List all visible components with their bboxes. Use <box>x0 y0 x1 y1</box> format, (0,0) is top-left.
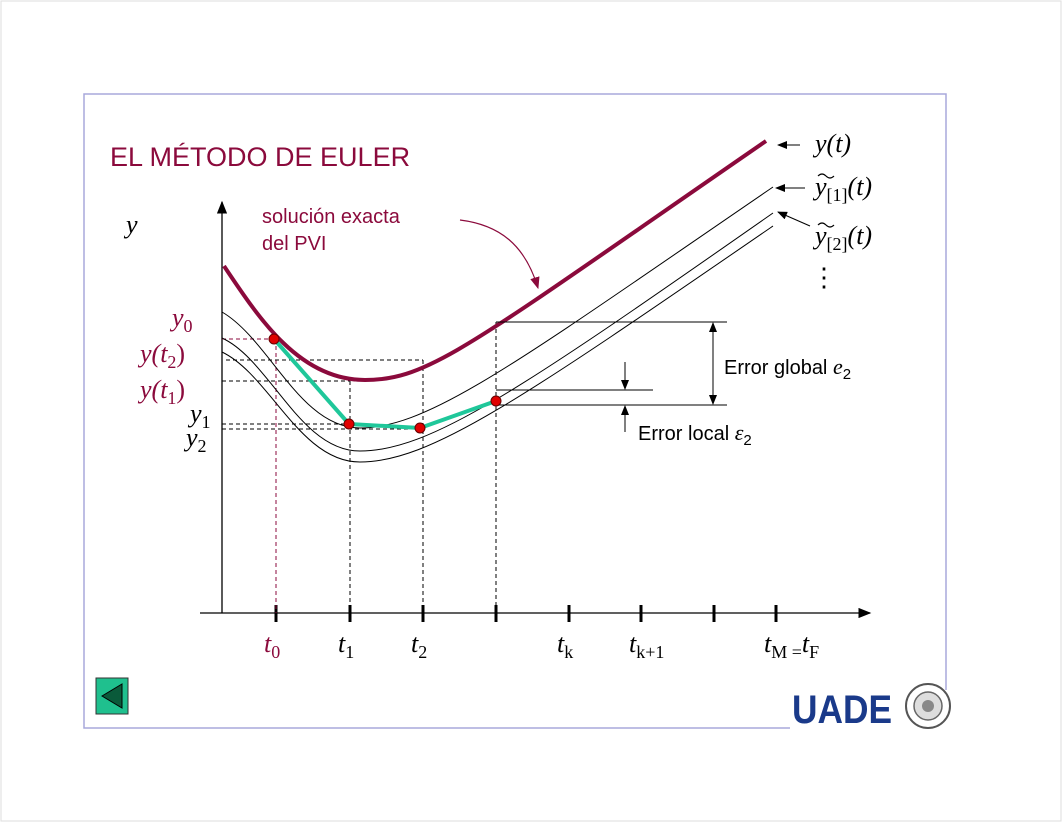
annotation-line-1: solución exacta <box>262 206 401 228</box>
logo-text: UADE <box>792 688 892 732</box>
y-axis-label: y <box>123 210 138 239</box>
uade-logo: UADE <box>792 683 951 732</box>
euler-points <box>268 333 502 434</box>
error-markers <box>496 321 727 432</box>
label-y1: y1 <box>187 399 211 432</box>
point-y1 <box>343 418 355 430</box>
euler-polyline <box>272 337 497 431</box>
label-approx-2: y[2](t) <box>812 221 872 254</box>
label-tm-tf: tM =tF <box>764 629 819 662</box>
label-y2: y2 <box>183 423 207 456</box>
exact-solution-curve <box>222 139 768 383</box>
label-tk: tk <box>557 629 573 662</box>
error-local-label: Error local ε2 <box>638 420 752 449</box>
label-exact: y(t) <box>812 129 851 158</box>
label-y0: y0 <box>169 303 193 336</box>
point-y3 <box>490 395 502 407</box>
tilde-marks <box>817 173 835 228</box>
slide-title: EL MÉTODO DE EULER <box>110 142 410 172</box>
annotation-arrow <box>459 219 540 290</box>
label-more: ⋮ <box>811 263 837 292</box>
approx-curve-2 <box>221 212 774 452</box>
point-y2 <box>414 422 426 434</box>
approx-curve-3 <box>221 225 774 463</box>
error-global-label: Error global e2 <box>724 354 851 383</box>
back-button[interactable] <box>95 677 129 715</box>
label-y-t2: y(t2) <box>137 339 185 372</box>
curve-label-arrows <box>775 141 811 227</box>
point-y0 <box>268 333 280 345</box>
label-approx-1: y[1](t) <box>812 172 872 205</box>
guide-lines <box>222 322 497 613</box>
label-t0: t0 <box>264 629 280 662</box>
slide-frame <box>83 93 947 729</box>
triangle-left-icon <box>101 683 123 709</box>
label-t1: t1 <box>338 629 354 662</box>
annotation-line-2: del PVI <box>262 233 326 255</box>
label-y-t1: y(t1) <box>137 375 185 408</box>
label-tk1: tk+1 <box>629 629 664 662</box>
label-t2: t2 <box>411 629 427 662</box>
